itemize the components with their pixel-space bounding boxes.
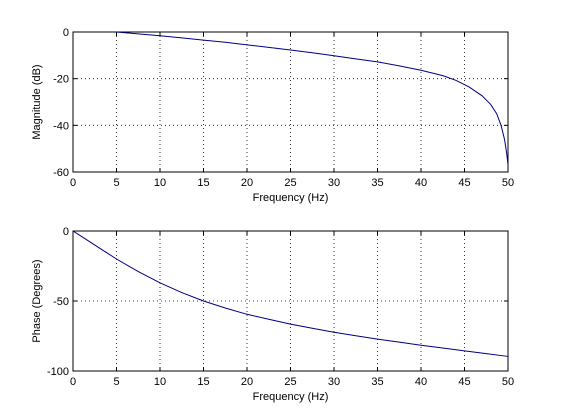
magnitude-xtick-label: 50 [502,177,514,189]
phase-xtick-label: 30 [328,376,340,388]
magnitude-ytick-label: -60 [53,167,69,179]
phase-xtick-label: 50 [502,376,514,388]
phase-xlabel: Frequency (Hz) [253,391,329,403]
magnitude-xtick-label: 0 [70,177,76,189]
phase-ytick-label: 0 [63,226,69,238]
magnitude-xtick-label: 25 [284,177,296,189]
magnitude-xtick-label: 10 [154,177,166,189]
phase-xtick-label: 45 [458,376,470,388]
magnitude-ytick-label: -20 [53,74,69,86]
phase-xtick-label: 10 [154,376,166,388]
magnitude-xtick-label: 35 [371,177,383,189]
magnitude-xtick-label: 40 [415,177,427,189]
phase-xtick-label: 5 [113,376,119,388]
phase-ytick-label: -100 [47,366,69,378]
magnitude-ylabel: Magnitude (dB) [31,64,43,139]
magnitude-ytick-label: 0 [63,27,69,39]
phase-ylabel: Phase (Degrees) [31,259,43,342]
phase-xtick-label: 20 [241,376,253,388]
magnitude-series-line [116,31,509,166]
phase-xtick-label: 0 [70,376,76,388]
phase-xtick-label: 40 [415,376,427,388]
magnitude-xtick-label: 15 [197,177,209,189]
magnitude-plot: 0 5 10 15 20 25 30 35 40 45 50 -60 -40 -20 0 Frequency … [31,27,514,204]
phase-plot: 0 5 10 15 20 25 30 35 40 45 50 -100 -50 0 Frequency (H… [31,226,514,403]
magnitude-xtick-label: 30 [328,177,340,189]
phase-ytick-label: -50 [53,296,69,308]
phase-xtick-label: 35 [371,376,383,388]
magnitude-xtick-label: 5 [113,177,119,189]
magnitude-ytick-label: -40 [53,120,69,132]
magnitude-xlabel: Frequency (Hz) [253,192,329,204]
phase-series-line [72,230,509,357]
magnitude-xtick-label: 20 [241,177,253,189]
phase-xtick-label: 15 [197,376,209,388]
phase-xtick-label: 25 [284,376,296,388]
magnitude-xtick-label: 45 [458,177,470,189]
